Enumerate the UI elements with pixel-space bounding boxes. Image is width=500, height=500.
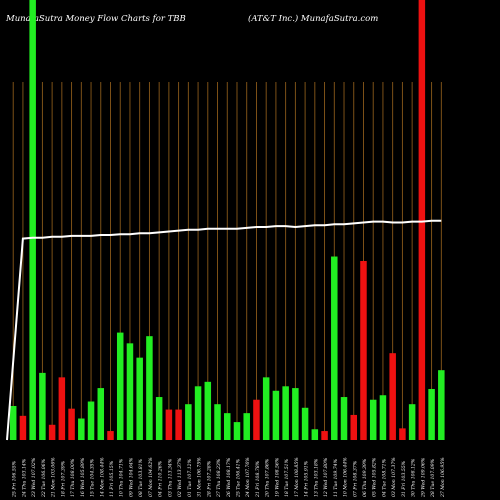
x-tick-label: 21 Mon 103.06%: [51, 457, 57, 498]
bar-inflow: [311, 429, 319, 440]
x-tick-label: 13 Thu 103.18%: [313, 458, 319, 497]
bar-inflow: [243, 413, 250, 440]
x-tick-label: 14 Mon 108.44%: [99, 457, 105, 497]
bar-inflow: [262, 377, 270, 440]
bar-inflow: [116, 332, 124, 440]
bar-inflow: [340, 397, 348, 440]
x-tick-label: 28 Fri 107.28%: [206, 460, 212, 498]
x-tick-label: 29 Wed 109.06%: [420, 457, 426, 498]
x-tick-label: 03 Mon 107.37%: [391, 457, 397, 497]
bar-inflow: [194, 386, 202, 440]
bar-inflow: [185, 404, 192, 440]
x-tick-label: 24 Thu 103.14%: [21, 458, 27, 498]
x-tick-label: 04 Tue 108.71%: [381, 458, 387, 497]
x-tick-label: 03 Thu 113.34%: [167, 458, 173, 497]
x-tick-label: 07 Mon 104.62%: [148, 457, 154, 497]
x-tick-label: 18 Tue 107.51%: [284, 458, 290, 497]
bar-outflow: [253, 399, 260, 440]
x-tick-label: 10 Thu 104.71%: [119, 458, 125, 497]
bar-inflow: [29, 0, 36, 440]
x-tick-label: 24 Mon 107.76%: [245, 457, 251, 498]
bar-inflow: [408, 404, 416, 440]
bar-inflow: [126, 343, 134, 440]
x-tick-label: 12 Wed 107.80%: [323, 457, 329, 497]
bar-outflow: [165, 409, 173, 440]
bar-inflow: [272, 390, 280, 440]
chart-subtitle: (AT&T Inc.) MunafaSutra.com: [248, 14, 379, 24]
bar-outflow: [321, 431, 328, 440]
bar-inflow: [369, 399, 377, 440]
x-tick-label: 14 Fri 105.91%: [304, 460, 310, 497]
bar-inflow: [214, 404, 221, 440]
bar-outflow: [175, 409, 182, 440]
bar-inflow: [39, 372, 46, 440]
bar-outflow: [418, 0, 426, 440]
x-tick-label: 09 Wed 104.64%: [128, 457, 134, 497]
x-tick-label: 16 Wed 105.89%: [80, 457, 86, 497]
bar-inflow: [233, 422, 241, 440]
price-line: [6, 219, 442, 441]
bar-inflow: [97, 388, 105, 440]
x-tick-label: 19 Wed 108.56%: [274, 457, 280, 497]
bar-inflow: [9, 405, 17, 440]
x-tick-label: 30 Thu 108.12%: [411, 458, 417, 497]
x-tick-label: 27 Mon 106.95%: [440, 457, 446, 498]
bar-inflow: [438, 370, 445, 440]
x-tick-label: 23 Wed 107.02%: [31, 457, 37, 498]
x-tick-label: 17 Mon 108.85%: [294, 457, 300, 497]
bar-inflow: [428, 388, 435, 440]
x-tick-label: 25 Fri 106.55%: [12, 460, 18, 498]
x-tick-label: 11 Fri 105.15%: [109, 460, 115, 497]
bar-inflow: [155, 397, 163, 440]
x-tick-label: 26 Wed 108.17%: [226, 457, 232, 498]
x-tick-label: 21 Fri 108.78%: [255, 460, 261, 498]
x-tick-label: 10 Mon 106.44%: [343, 457, 349, 497]
x-tick-label: 31 Fri 103.55%: [401, 460, 407, 497]
bar-inflow: [292, 388, 299, 440]
x-tick-label: 01 Tue 107.12%: [187, 458, 193, 497]
bar-outflow: [360, 261, 367, 440]
bar-outflow: [68, 408, 75, 440]
x-tick-label: 07 Fri 108.37%: [352, 460, 358, 497]
x-tick-label: 18 Fri 107.39%: [60, 460, 66, 497]
bar-inflow: [136, 357, 143, 440]
bar-inflow: [301, 407, 309, 440]
bar-outflow: [48, 424, 56, 440]
chart-title: MunafaSutra Money Flow Charts for TBB: [6, 14, 186, 24]
x-tick-label: 17 Thu 108.00%: [70, 458, 76, 497]
bar-inflow: [204, 381, 212, 440]
bar-outflow: [107, 431, 114, 440]
x-tick-label: 02 Wed 113.37%: [177, 457, 183, 497]
bar-outflow: [399, 428, 406, 440]
bar-outflow: [19, 415, 27, 440]
bar-inflow: [87, 401, 95, 440]
bar-inflow: [224, 413, 231, 440]
bar-inflow: [282, 386, 289, 440]
bar-outflow: [58, 377, 66, 440]
x-tick-label: 28 Tue 107.09%: [430, 458, 436, 498]
x-tick-label: 22 Tue 106.06%: [41, 458, 47, 498]
bar-inflow: [331, 256, 338, 440]
x-tick-label: 20 Thu 107.86%: [265, 458, 271, 498]
x-tick-label: 27 Thu 108.23%: [216, 458, 222, 498]
bar-outflow: [350, 414, 357, 440]
x-tick-label: 04 Fri 110.26%: [158, 460, 164, 497]
x-tick-label: 08 Tue 103.81%: [138, 458, 144, 497]
x-tick-label: 25 Tue 106.41%: [235, 458, 241, 498]
x-tick-label: 15 Tue 104.35%: [90, 458, 96, 497]
bar-inflow: [379, 395, 387, 440]
x-tick-label: 31 Mon 106.75%: [197, 457, 203, 497]
bar-inflow: [78, 418, 85, 440]
bar-outflow: [389, 353, 396, 440]
x-tick-label: 06 Thu 109.39%: [362, 458, 368, 497]
x-tick-label: 05 Wed 105.82%: [372, 457, 378, 497]
bar-inflow: [146, 336, 153, 440]
x-tick-label: 11 Tue 109.74%: [333, 458, 339, 497]
